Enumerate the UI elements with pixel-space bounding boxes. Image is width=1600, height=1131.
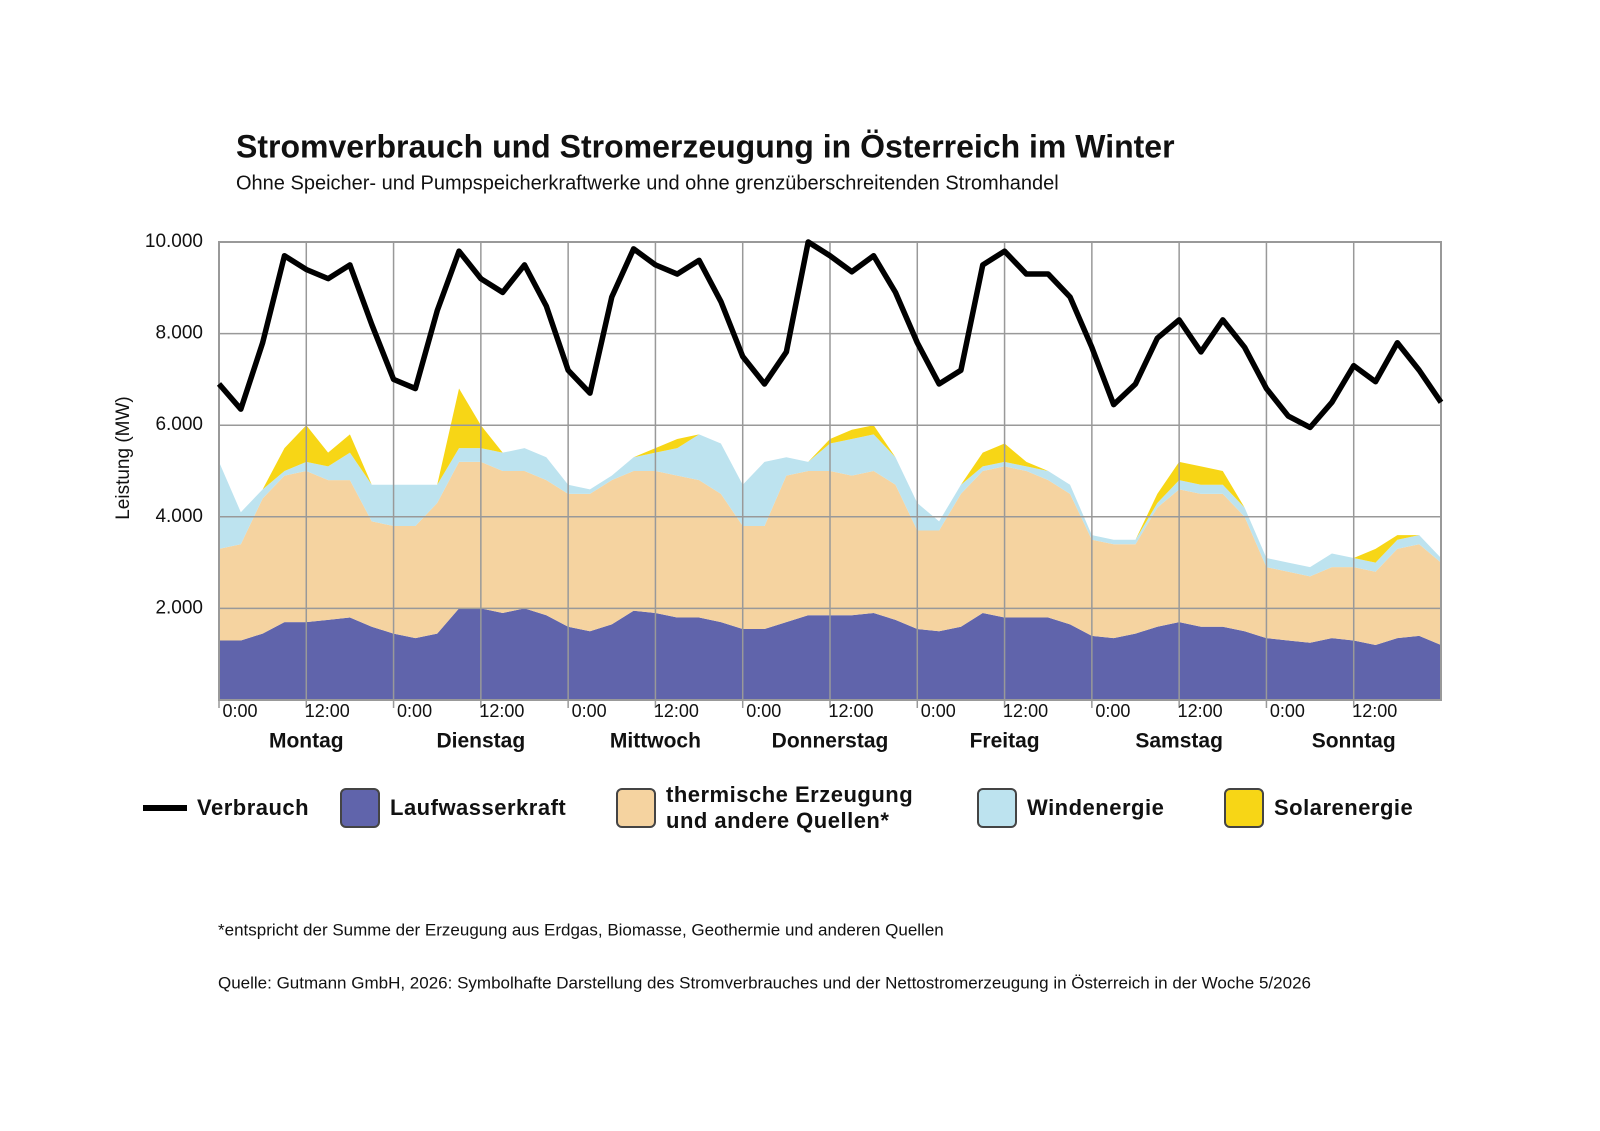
y-tick-label: 4.000: [155, 506, 203, 527]
day-label: Donnerstag: [772, 730, 889, 753]
area: [219, 434, 1441, 577]
legend-item: Laufwasserkraft: [340, 783, 566, 833]
x-tick-label: 12:00: [1352, 701, 1397, 721]
x-tick-label: 12:00: [828, 701, 873, 721]
legend-swatch: [143, 805, 187, 811]
day-label: Mittwoch: [610, 730, 701, 753]
chart-subtitle: Ohne Speicher- und Pumpspeicherkraftwerk…: [236, 172, 1059, 194]
x-tick-label: 12:00: [654, 701, 699, 721]
source: Quelle: Gutmann GmbH, 2026: Symbolhafte …: [218, 973, 1311, 992]
area: [219, 388, 1441, 568]
legend-swatch: [616, 788, 656, 828]
legend-label: thermische Erzeugung und andere Quellen*: [666, 782, 914, 833]
x-tick-label: 0:00: [1270, 701, 1305, 721]
legend-label: Windenergie: [1027, 795, 1165, 820]
legend-swatch: [340, 788, 380, 828]
chart-title: Stromverbrauch und Stromerzeugung in Öst…: [236, 128, 1175, 164]
day-label: Sonntag: [1312, 730, 1396, 753]
y-tick-label: 10.000: [145, 231, 203, 252]
day-label: Dienstag: [437, 730, 526, 753]
legend-label: Verbrauch: [197, 795, 310, 820]
day-label: Freitag: [970, 730, 1040, 753]
line: [216, 239, 1444, 431]
legend-item: thermische Erzeugung und andere Quellen*: [616, 782, 956, 833]
x-tick-label: 12:00: [1003, 701, 1048, 721]
legend-swatch: [977, 788, 1017, 828]
y-axis-label: Leistung (MW): [113, 396, 134, 520]
y-tick-label: 2.000: [155, 597, 203, 618]
footnote: *entspricht der Summe der Erzeugung aus …: [218, 920, 944, 939]
x-tick-label: 12:00: [479, 701, 524, 721]
day-label: Samstag: [1135, 730, 1223, 753]
x-tick-label: 0:00: [921, 701, 956, 721]
x-tick-label: 0:00: [222, 701, 257, 721]
y-tick-label: 6.000: [155, 414, 203, 435]
legend-item: Verbrauch: [143, 783, 309, 833]
x-tick-label: 0:00: [397, 701, 432, 721]
legend-swatch: [1224, 788, 1264, 828]
x-tick-label: 0:00: [746, 701, 781, 721]
x-tick-label: 12:00: [305, 701, 350, 721]
legend-label: Laufwasserkraft: [390, 795, 567, 820]
legend-label: Solarenergie: [1274, 795, 1414, 820]
x-tick-label: 0:00: [572, 701, 607, 721]
x-tick-label: 0:00: [1095, 701, 1130, 721]
plot-frame: [218, 241, 1442, 701]
legend-item: Windenergie: [977, 783, 1164, 833]
y-tick-label: 8.000: [155, 323, 203, 344]
legend-item: Solarenergie: [1224, 783, 1413, 833]
x-tick-label: 12:00: [1178, 701, 1223, 721]
day-label: Montag: [269, 730, 344, 753]
